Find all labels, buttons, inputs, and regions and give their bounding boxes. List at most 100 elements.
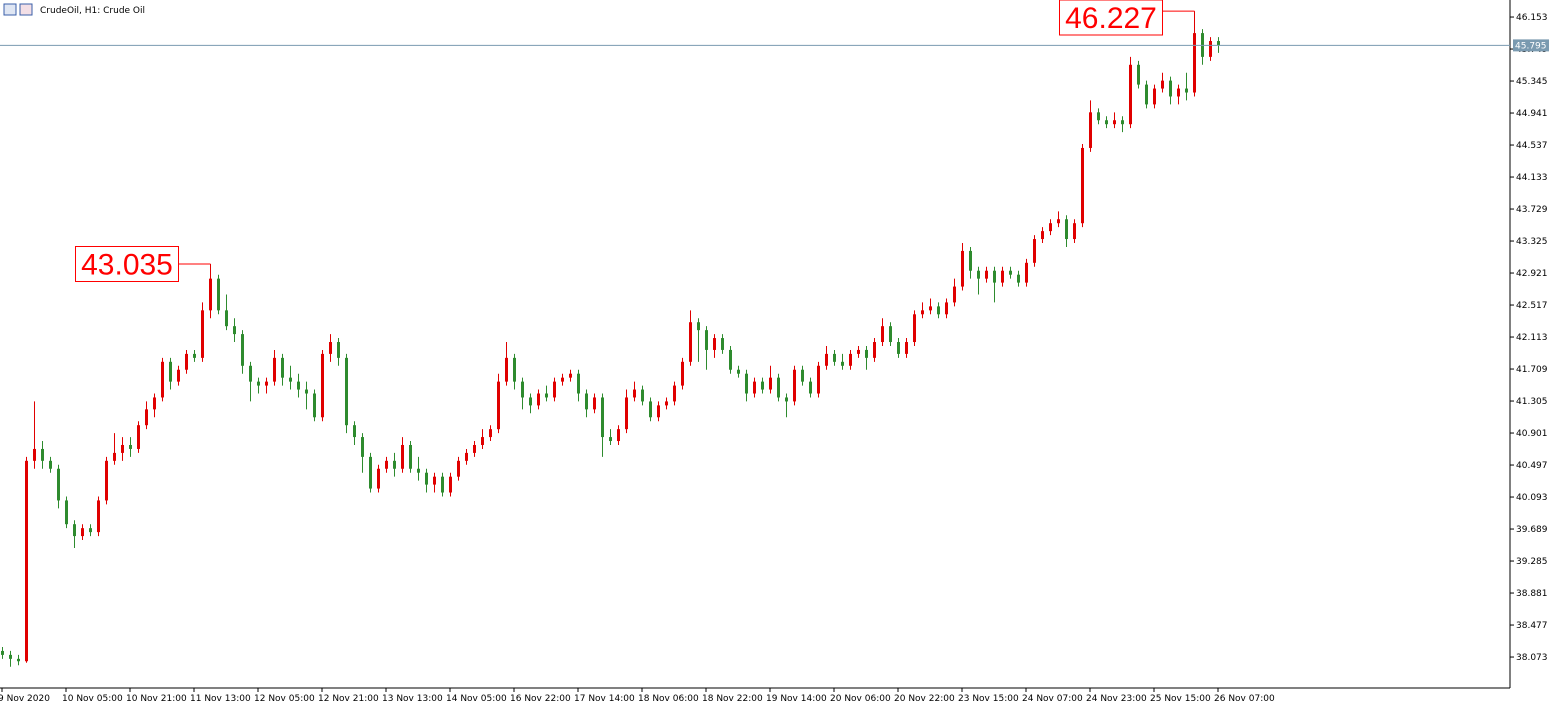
- candle-body: [841, 361, 844, 366]
- candle-body: [1145, 84, 1148, 105]
- candle-body: [1001, 270, 1004, 283]
- candle-body: [1185, 88, 1188, 93]
- candle-body: [1089, 112, 1092, 148]
- candle-body: [769, 377, 772, 390]
- candle-body: [425, 472, 428, 485]
- candle-body: [241, 334, 244, 366]
- candle-body: [137, 425, 140, 449]
- y-tick-label: 38.881: [1516, 589, 1548, 599]
- candle-body: [457, 460, 460, 477]
- candle-body: [409, 444, 412, 469]
- candle-body: [529, 397, 532, 406]
- chart-icon: [3, 3, 17, 16]
- candle-body: [1017, 274, 1020, 283]
- candle-body: [745, 373, 748, 394]
- y-tick-label: 44.941: [1516, 109, 1548, 119]
- last-price-box: [1513, 39, 1549, 52]
- candle-body: [1137, 64, 1140, 85]
- x-tick-label: 10 Nov 05:00: [62, 694, 123, 704]
- candle-body: [273, 357, 276, 382]
- candle-body: [257, 381, 260, 386]
- x-tick-label: 23 Nov 15:00: [958, 694, 1019, 704]
- candle-body: [849, 353, 852, 366]
- candle-body: [721, 338, 724, 350]
- candle-body: [961, 250, 964, 287]
- candle-body: [809, 381, 812, 394]
- candle-body: [897, 342, 900, 354]
- candle-body: [33, 448, 36, 461]
- candle-body: [145, 409, 148, 426]
- candle-body: [1217, 41, 1220, 46]
- candle-body: [57, 468, 60, 501]
- x-tick-label: 14 Nov 05:00: [446, 694, 507, 704]
- candle-body: [217, 278, 220, 311]
- candle-body: [681, 361, 684, 386]
- candle-body: [153, 397, 156, 410]
- candle-body: [521, 381, 524, 398]
- candle-body: [1209, 41, 1212, 57]
- candle-body: [537, 393, 540, 406]
- candle-body: [801, 369, 804, 382]
- candle-body: [225, 310, 228, 327]
- candle-body: [297, 381, 300, 390]
- candle-body: [569, 373, 572, 378]
- candle-body: [497, 381, 500, 430]
- x-tick-label: 18 Nov 22:00: [702, 694, 763, 704]
- y-tick-label: 46.153: [1516, 13, 1548, 23]
- y-tick-label: 43.325: [1516, 237, 1548, 247]
- candle-body: [1161, 80, 1164, 89]
- candle-body: [281, 357, 284, 378]
- candle-body: [353, 425, 356, 438]
- y-tick-label: 42.113: [1516, 333, 1548, 343]
- candle-body: [921, 310, 924, 315]
- candle-body: [345, 357, 348, 426]
- chart-title: CrudeOil, H1: Crude Oil: [40, 6, 145, 16]
- candle-body: [441, 476, 444, 493]
- candle-body: [761, 381, 764, 390]
- y-tick-label: 39.689: [1516, 525, 1548, 535]
- candle-body: [1065, 219, 1068, 240]
- candle-body: [89, 528, 92, 533]
- candle-body: [449, 476, 452, 493]
- x-tick-label: 10 Nov 21:00: [126, 694, 187, 704]
- candle-body: [209, 278, 212, 311]
- x-tick-label: 20 Nov 22:00: [894, 694, 955, 704]
- candle-body: [17, 658, 20, 662]
- x-tick-label: 26 Nov 07:00: [1214, 694, 1275, 704]
- candle-body: [873, 342, 876, 358]
- y-tick-label: 43.729: [1516, 205, 1548, 215]
- x-tick-label: 9 Nov 2020: [0, 694, 50, 704]
- candle-body: [25, 460, 28, 662]
- candle-body: [865, 349, 868, 358]
- candle-body: [105, 460, 108, 501]
- candle-body: [833, 353, 836, 362]
- candle-body: [9, 654, 12, 659]
- candle-body: [705, 330, 708, 350]
- candle-body: [337, 342, 340, 358]
- candle-body: [385, 460, 388, 469]
- candle-body: [689, 322, 692, 362]
- candle-body: [817, 365, 820, 394]
- candle-body: [489, 429, 492, 438]
- candle-body: [593, 397, 596, 410]
- y-tick-label: 40.901: [1516, 429, 1548, 439]
- x-tick-label: 12 Nov 05:00: [254, 694, 315, 704]
- candle-body: [1169, 80, 1172, 97]
- y-tick-label: 40.497: [1516, 461, 1548, 471]
- candle-body: [1033, 239, 1036, 263]
- x-tick-label: 18 Nov 06:00: [638, 694, 699, 704]
- candle-body: [1177, 88, 1180, 97]
- candle-body: [609, 437, 612, 442]
- candle-body: [81, 528, 84, 537]
- candle-body: [1193, 33, 1196, 93]
- candle-body: [65, 500, 68, 525]
- y-tick-label: 42.517: [1516, 301, 1548, 311]
- candle-body: [969, 250, 972, 271]
- candle-body: [657, 405, 660, 418]
- x-tick-label: 16 Nov 22:00: [510, 694, 571, 704]
- candle-body: [1121, 120, 1124, 125]
- candle-body: [289, 377, 292, 382]
- x-tick-label: 12 Nov 21:00: [318, 694, 379, 704]
- candle-body: [905, 342, 908, 354]
- candle-body: [1041, 231, 1044, 240]
